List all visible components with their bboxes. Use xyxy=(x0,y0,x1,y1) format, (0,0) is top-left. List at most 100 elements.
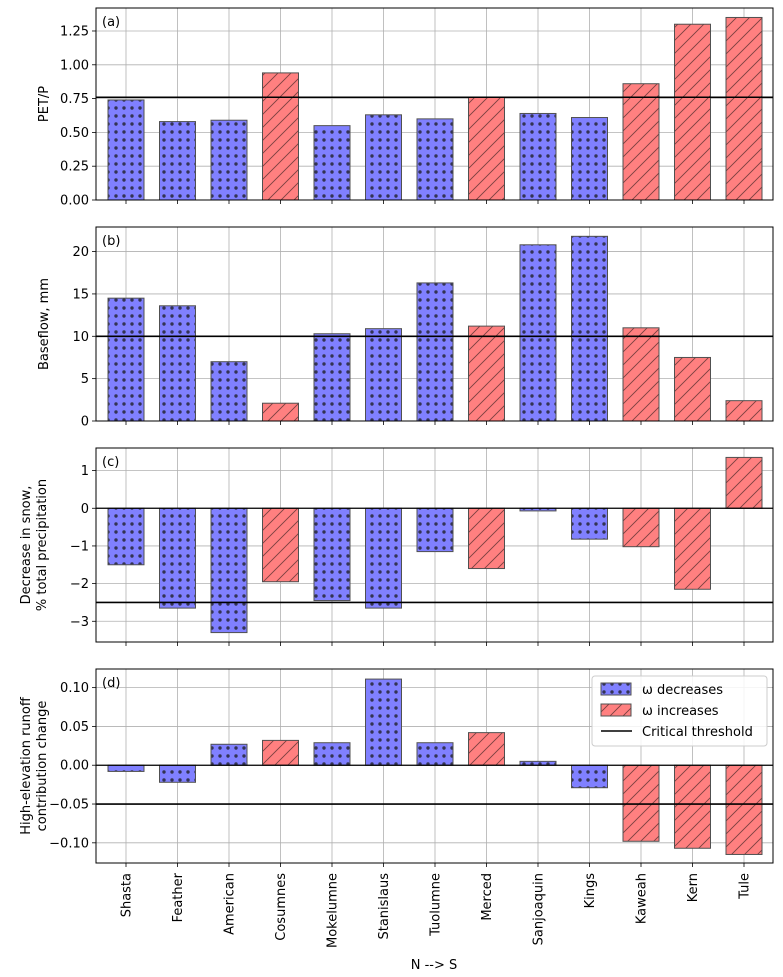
axes-frame xyxy=(95,226,774,422)
bar-stanislaus-a xyxy=(365,114,402,201)
x-axis-label: N --> S xyxy=(411,958,458,973)
bar-cosumnes-c xyxy=(262,507,299,583)
bar-merced-d xyxy=(468,732,505,766)
panel-d: −0.10 −0.05 0.00 0.05 0.10 (d) High-elevation … xyxy=(19,668,774,948)
bar-kern-d xyxy=(674,764,711,849)
bar-tuolumne-b xyxy=(416,282,454,422)
y-axis-label: PET/P xyxy=(37,86,52,122)
bar-cosumnes-d xyxy=(262,739,299,766)
category-label: Kings xyxy=(583,873,598,909)
panels-layer: 0.000.250.500.751.001.25(a)PET/P05101520… xyxy=(19,7,774,948)
bar-merced-a xyxy=(468,96,505,201)
y-tick-label: 0.10 xyxy=(60,681,89,696)
category-label: Mokelumne xyxy=(326,873,341,948)
y-tick-label: 20 xyxy=(72,245,89,260)
bar-tuolumne-a xyxy=(416,118,454,201)
y-tick-label: −0.10 xyxy=(49,836,89,851)
bar-shasta-b xyxy=(107,297,145,422)
y-tick-label: −1 xyxy=(70,539,89,554)
bar-stanislaus-b xyxy=(365,328,402,422)
y-axis-label: % total precipitation xyxy=(35,479,50,611)
bar-kings-d xyxy=(571,764,608,789)
bar-tule-b xyxy=(725,400,763,422)
bar-american-c xyxy=(210,507,248,634)
category-label: Merced xyxy=(480,873,495,921)
y-tick-label: 10 xyxy=(72,330,89,345)
bar-tuolumne-c xyxy=(416,507,454,553)
bar-shasta-d xyxy=(107,764,145,772)
y-tick-label: 0.00 xyxy=(60,759,89,774)
y-tick-label: 1 xyxy=(81,464,89,479)
bar-merced-c xyxy=(468,507,505,570)
y-tick-label: 0.00 xyxy=(60,194,89,209)
category-label: Cosumnes xyxy=(274,873,289,941)
y-tick-label: 0 xyxy=(81,502,89,517)
panel-label: (d) xyxy=(102,676,120,691)
category-label: Sanjoaquin xyxy=(532,873,547,945)
y-tick-label: 0.25 xyxy=(60,160,89,175)
bar-stanislaus-d xyxy=(365,678,402,766)
y-tick-label: 0.50 xyxy=(60,126,89,141)
bar-kern-a xyxy=(674,23,711,201)
bar-feather-a xyxy=(159,121,196,201)
y-tick-label: 5 xyxy=(81,372,89,387)
legend-label: Critical threshold xyxy=(642,725,753,740)
axes-frame xyxy=(95,7,774,201)
y-tick-label: 0 xyxy=(81,415,89,430)
bar-feather-c xyxy=(159,507,196,609)
panel-b: 0 5 10 15 20 (b) Baseflow, mm xyxy=(37,226,774,430)
bar-merced-b xyxy=(468,325,505,422)
bar-tule-a xyxy=(725,16,763,201)
y-tick-label: −0.05 xyxy=(49,798,89,813)
bar-mokelumne-a xyxy=(313,125,351,201)
panel-label: (b) xyxy=(102,234,120,249)
panel-c: −3 −2 −1 0 1 (c) Decrease in snow,% total prec… xyxy=(19,447,774,646)
legend-label: ω decreases xyxy=(642,683,723,698)
bar-tule-c xyxy=(725,456,763,509)
bar-kings-b xyxy=(571,235,608,422)
bar-mokelumne-d xyxy=(313,742,351,766)
bar-mokelumne-b xyxy=(313,333,351,422)
bar-kings-c xyxy=(571,507,608,540)
bar-feather-d xyxy=(159,764,196,783)
panel-label: (a) xyxy=(102,15,120,30)
bar-kern-c xyxy=(674,507,711,590)
y-tick-label: 15 xyxy=(72,287,89,302)
category-label: Stanislaus xyxy=(377,873,392,940)
y-tick-label: −3 xyxy=(70,615,89,630)
legend-label: ω increases xyxy=(642,704,719,719)
category-label: Tuolumne xyxy=(429,873,444,937)
bar-american-a xyxy=(210,119,248,201)
category-label: Kern xyxy=(686,873,701,902)
y-tick-label: 1.00 xyxy=(60,58,89,73)
axes-frame xyxy=(95,668,774,864)
bar-sanjoaquin-b xyxy=(519,244,557,422)
bar-kaweah-a xyxy=(622,83,660,201)
axes-frame xyxy=(95,447,774,643)
bar-mokelumne-c xyxy=(313,507,351,602)
bar-shasta-a xyxy=(107,99,145,201)
bar-tuolumne-d xyxy=(416,742,454,766)
bar-american-d xyxy=(210,743,248,766)
panel-a: 0.00 0.25 0.50 0.75 1.00 1.25 (a) PET/P xyxy=(37,7,774,209)
bar-kaweah-c xyxy=(622,507,660,548)
y-tick-label: 1.25 xyxy=(60,24,89,39)
bar-shasta-c xyxy=(107,507,145,566)
panel-label: (c) xyxy=(102,455,119,470)
bar-stanislaus-c xyxy=(365,507,402,609)
category-label: Kaweah xyxy=(635,873,650,924)
legend-swatch-omega-increases xyxy=(600,703,632,717)
bar-feather-b xyxy=(159,305,196,422)
bar-american-b xyxy=(210,361,248,422)
y-axis-label: contribution change xyxy=(35,701,50,832)
category-label: American xyxy=(223,873,238,935)
category-label: Feather xyxy=(171,872,186,922)
legend-swatch-omega-decreases xyxy=(600,682,632,696)
y-tick-label: −2 xyxy=(70,577,89,592)
bar-tule-d xyxy=(725,764,763,855)
bar-sanjoaquin-a xyxy=(519,112,557,201)
bar-kaweah-b xyxy=(622,327,660,422)
bar-kern-b xyxy=(674,356,711,422)
y-tick-label: 0.75 xyxy=(60,92,89,107)
